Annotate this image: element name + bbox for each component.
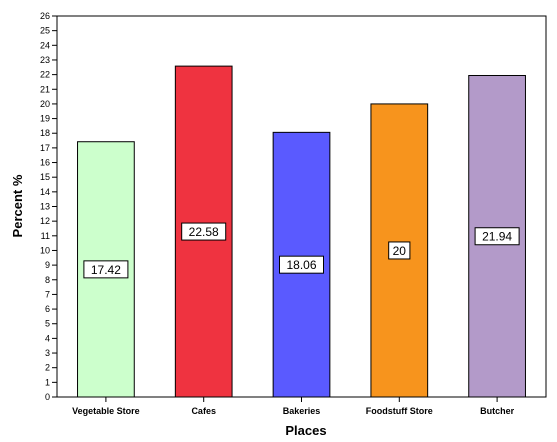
data-label: 20 (393, 244, 407, 258)
x-axis: Vegetable Store Cafes Bakeries Foodstuff St… (72, 397, 515, 416)
y-tick-label: 1 (45, 377, 50, 387)
y-tick-label: 17 (40, 143, 50, 153)
x-tick-label: Bakeries (283, 406, 321, 416)
y-tick-label: 10 (40, 245, 50, 255)
data-label: 21.94 (482, 230, 512, 244)
x-tick-label: Cafes (191, 406, 216, 416)
y-tick-label: 3 (45, 348, 50, 358)
y-tick-label: 13 (40, 202, 50, 212)
data-label-box (388, 241, 411, 260)
y-tick-label: 26 (40, 11, 50, 21)
y-tick-label: 20 (40, 99, 50, 109)
y-tick-label: 9 (45, 260, 50, 270)
data-label-box (83, 260, 129, 279)
y-tick-label: 24 (40, 40, 50, 50)
y-tick-label: 19 (40, 114, 50, 124)
y-tick-label: 8 (45, 275, 50, 285)
x-axis-label: Places (285, 423, 326, 437)
y-tick-label: 6 (45, 304, 50, 314)
bars-group: 17.42 22.58 18.06 20 21.94 (77, 65, 526, 398)
y-tick-label: 5 (45, 319, 50, 329)
x-tick-label: Butcher (480, 406, 515, 416)
y-tick-label: 15 (40, 172, 50, 182)
y-tick-label: 0 (45, 392, 50, 402)
x-tick-label: Foodstuff Store (366, 406, 433, 416)
data-label-box (474, 227, 520, 246)
x-tick-label: Vegetable Store (72, 406, 140, 416)
data-label: 18.06 (286, 258, 316, 272)
data-label-box (181, 222, 227, 241)
y-tick-label: 2 (45, 363, 50, 373)
y-tick-label: 16 (40, 158, 50, 168)
y-tick-label: 7 (45, 289, 50, 299)
y-tick-label: 12 (40, 216, 50, 226)
y-tick-label: 14 (40, 187, 50, 197)
y-tick-label: 23 (40, 55, 50, 65)
y-tick-label: 21 (40, 84, 50, 94)
y-tick-label: 11 (41, 231, 50, 241)
y-axis-label: Percent % (10, 174, 25, 237)
y-tick-label: 22 (40, 70, 50, 80)
data-label-box (279, 255, 324, 274)
y-axis: 0123456789101112131415161718192021222324… (40, 11, 57, 402)
y-tick-label: 25 (40, 26, 50, 36)
data-label: 22.58 (189, 225, 219, 239)
y-tick-label: 4 (45, 333, 50, 343)
y-tick-label: 18 (40, 128, 50, 138)
data-label: 17.42 (91, 263, 121, 277)
